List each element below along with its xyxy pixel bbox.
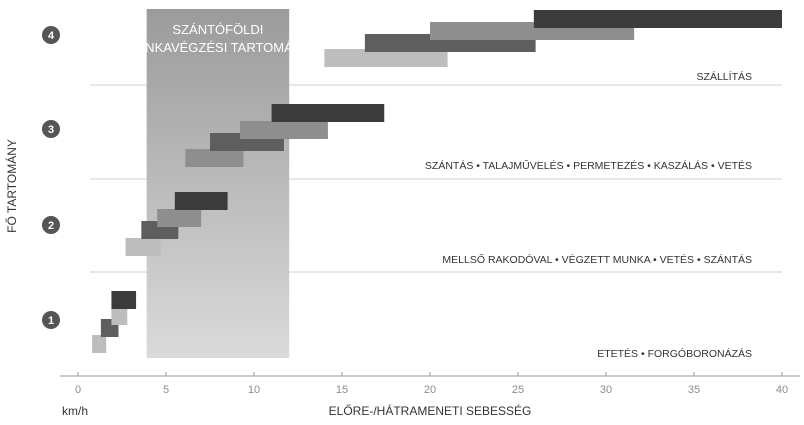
- range-badge-number: 1: [48, 315, 54, 327]
- bar-layer: [92, 10, 782, 353]
- y-axis-title: FŐ TARTOMÁNY: [4, 139, 19, 233]
- range-activity-label: ETETÉS • FORGÓBORONÁZÁS: [597, 347, 752, 360]
- speed-range-bar: [239, 121, 328, 139]
- x-tick-label: 20: [424, 384, 436, 396]
- speed-range-bar: [111, 307, 128, 325]
- speed-range-bar: [92, 335, 107, 353]
- field-work-band-rect: [146, 9, 290, 358]
- speed-range-bar: [271, 104, 385, 122]
- range-activity-label: MELLSŐ RAKODÓVAL • VÉGZETT MUNKA • VETÉS…: [442, 252, 752, 266]
- range-badge-circle: [42, 311, 60, 329]
- x-tick-label: 40: [776, 384, 788, 396]
- band-label-line: SZÁNTÓFÖLDI: [172, 22, 263, 37]
- speed-range-bar: [125, 238, 161, 256]
- range-activity-label: SZÁNTÁS • TALAJMŰVELÉS • PERMETEZÉS • KA…: [425, 158, 752, 172]
- x-axis: 0 5 10 15 20 25 30 35 40: [60, 372, 800, 396]
- speed-range-bar: [324, 49, 448, 67]
- x-tick-label: 10: [248, 384, 260, 396]
- range-badge-circle: [42, 216, 60, 234]
- range-activity-label: SZÁLLÍTÁS: [697, 70, 752, 83]
- x-tick-label: 25: [512, 384, 524, 396]
- x-tick-label: 35: [688, 384, 700, 396]
- x-unit-label: km/h: [62, 404, 88, 418]
- x-tick-label: 0: [75, 384, 81, 396]
- speed-range-bar: [185, 149, 244, 167]
- band-label-line: MUNKAVÉGZÉSI TARTOMÁNY: [125, 40, 311, 55]
- x-tick-label: 15: [336, 384, 348, 396]
- range-badge-layer: 1 2 3 4: [42, 26, 60, 329]
- field-work-band: SZÁNTÓFÖLDI MUNKAVÉGZÉSI TARTOMÁNY: [125, 9, 311, 358]
- range-badge-number: 2: [48, 220, 54, 232]
- range-label-layer: ETETÉS • FORGÓBORONÁZÁS MELLSŐ RAKODÓVAL …: [425, 70, 752, 360]
- range-badge-circle: [42, 120, 60, 138]
- speed-range-bar: [111, 291, 137, 309]
- range-badge-number: 4: [48, 30, 55, 42]
- speed-range-bar: [533, 10, 782, 28]
- x-tick-label: 30: [600, 384, 612, 396]
- range-badge: 1: [42, 311, 60, 329]
- range-badge: 4: [42, 26, 60, 44]
- x-axis-title: ELŐRE-/HÁTRAMENETI SEBESSÉG: [329, 403, 532, 418]
- speed-range-bar: [174, 192, 228, 210]
- speed-range-bar: [157, 209, 202, 227]
- range-badge-number: 3: [48, 124, 54, 136]
- range-badge-circle: [42, 26, 60, 44]
- range-badge: 3: [42, 120, 60, 138]
- range-badge: 2: [42, 216, 60, 234]
- x-tick-label: 5: [163, 384, 169, 396]
